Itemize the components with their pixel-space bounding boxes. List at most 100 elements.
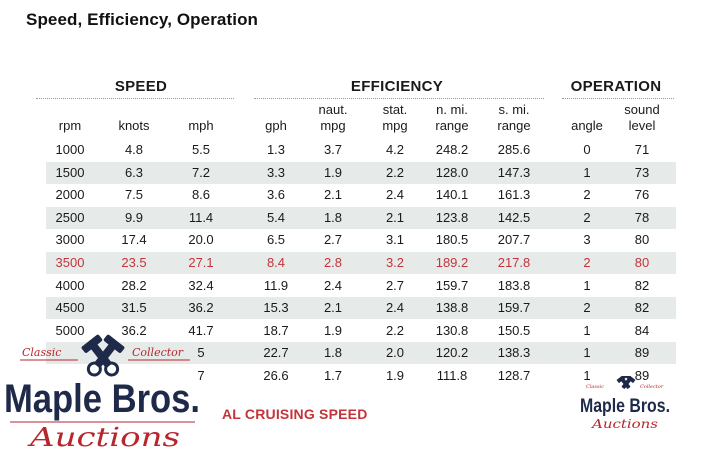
cell-stat-mpg: 2.1 xyxy=(385,209,405,225)
cell-smi-range: 183.8 xyxy=(497,277,531,293)
col-header-mph: mph xyxy=(166,102,236,134)
col-header-angle: angle xyxy=(552,102,622,134)
cell-gph: 15.3 xyxy=(263,300,289,316)
cell-angle: 2 xyxy=(583,187,591,203)
col-header-line1 xyxy=(99,102,169,118)
cell-nmi-range: 189.2 xyxy=(435,255,469,270)
cell-mph: 7.2 xyxy=(191,164,211,180)
cell-stat-mpg: 3.1 xyxy=(385,232,405,248)
logo-small-brand: Maple Bros. xyxy=(580,396,670,417)
footnote: AL CRUISING SPEED xyxy=(222,406,368,422)
col-header-line1 xyxy=(166,102,236,118)
cell-naut-mpg: 1.9 xyxy=(323,164,343,180)
group-divider-operation xyxy=(562,98,674,99)
col-header-smi-range: s. mi. range xyxy=(479,102,549,134)
table-row: 3000 17.4 20.0 6.5 2.7 3.1 180.5 207.7 3 80 xyxy=(46,229,676,251)
cell-naut-mpg: 2.8 xyxy=(323,255,343,270)
cell-rpm: 2000 xyxy=(55,187,85,203)
table-row: 3500 23.5 27.1 8.4 2.8 3.2 189.2 217.8 2 80 xyxy=(46,252,676,274)
cell-gph: 18.7 xyxy=(263,322,289,338)
cell-naut-mpg: 2.1 xyxy=(323,187,343,203)
cell-rpm: 3500 xyxy=(55,255,85,270)
cell-smi-range: 207.7 xyxy=(497,232,531,248)
cell-rpm: 5000 xyxy=(55,322,85,338)
cell-angle: 1 xyxy=(583,345,591,361)
table-row: 5 22.7 1.8 2.0 120.2 138.3 1 89 xyxy=(46,342,676,365)
maple-bros-logo: Classic Collector Maple Bros. Auctions xyxy=(4,334,200,453)
cell-gph: 11.9 xyxy=(263,277,289,293)
col-header-line2: angle xyxy=(571,118,603,133)
logo-small-auctions: Auctions xyxy=(591,417,658,431)
col-header-gph: gph xyxy=(241,102,311,134)
logo-small-collector: Collector xyxy=(640,384,664,390)
cell-mph: 11.4 xyxy=(188,209,214,225)
cell-nmi-range: 123.8 xyxy=(435,209,469,225)
cell-sound-level: 89 xyxy=(634,368,650,383)
col-header-line2: range xyxy=(435,118,469,133)
cell-naut-mpg: 1.8 xyxy=(323,345,343,361)
cell-smi-range: 285.6 xyxy=(497,142,531,157)
cell-nmi-range: 159.7 xyxy=(435,277,469,293)
cell-mph: 8.6 xyxy=(191,187,211,203)
cell-sound-level: 80 xyxy=(634,255,650,270)
logo-auctions: Auctions xyxy=(27,423,180,453)
cell-gph: 22.7 xyxy=(263,345,289,361)
cell-gph: 3.6 xyxy=(266,187,286,203)
cell-stat-mpg: 2.2 xyxy=(385,164,405,180)
cell-stat-mpg: 2.2 xyxy=(385,322,405,338)
cell-sound-level: 89 xyxy=(634,345,650,361)
cell-angle: 1 xyxy=(583,277,591,293)
cell-smi-range: 217.8 xyxy=(497,255,531,270)
crossed-pistons-icon xyxy=(81,334,125,377)
cell-stat-mpg: 3.2 xyxy=(385,255,405,270)
cell-smi-range: 159.7 xyxy=(497,300,531,316)
cell-gph: 5.4 xyxy=(266,209,286,225)
col-header-line2: knots xyxy=(118,118,150,133)
logo-collector: Collector xyxy=(132,346,184,359)
cell-sound-level: 73 xyxy=(634,164,650,180)
cell-gph: 26.6 xyxy=(263,368,289,383)
col-header-line1: stat. xyxy=(382,102,408,117)
cell-angle: 2 xyxy=(583,209,591,225)
cell-angle: 0 xyxy=(583,142,591,157)
logo-classic: Classic xyxy=(22,346,61,359)
cell-naut-mpg: 1.7 xyxy=(323,368,343,383)
col-header-line2: range xyxy=(497,118,531,133)
logo-small-classic: Classic xyxy=(586,384,604,390)
table-row: 4500 31.5 36.2 15.3 2.1 2.4 138.8 159.7 2 82 xyxy=(46,297,676,320)
col-header-naut-mpg: naut. mpg xyxy=(298,102,368,134)
cell-nmi-range: 111.8 xyxy=(436,368,468,383)
group-head-operation: OPERATION xyxy=(570,78,662,95)
col-header-knots: knots xyxy=(99,102,169,134)
col-header-line2: gph xyxy=(265,118,287,133)
cell-nmi-range: 128.0 xyxy=(435,164,469,180)
cell-knots: 7.5 xyxy=(124,187,144,203)
group-head-speed: SPEED xyxy=(114,78,168,95)
col-header-stat-mpg: stat. mpg xyxy=(360,102,430,134)
cell-sound-level: 82 xyxy=(634,277,650,293)
col-header-line1: naut. xyxy=(318,102,348,117)
cell-rpm: 3000 xyxy=(55,232,85,248)
col-header-line1: sound xyxy=(624,102,660,117)
cell-smi-range: 128.7 xyxy=(497,368,531,383)
cell-angle: 1 xyxy=(583,368,591,383)
table-row: 7 26.6 1.7 1.9 111.8 128.7 1 89 xyxy=(46,365,676,387)
cell-angle: 3 xyxy=(583,232,591,248)
cell-angle: 2 xyxy=(583,300,591,316)
cell-smi-range: 142.5 xyxy=(497,209,531,225)
cell-rpm: 1500 xyxy=(55,164,85,180)
cell-nmi-range: 120.2 xyxy=(435,345,469,361)
cell-sound-level: 71 xyxy=(634,142,650,157)
col-header-line1 xyxy=(35,102,105,118)
cell-naut-mpg: 3.7 xyxy=(323,142,343,157)
col-header-nmi-range: n. mi. range xyxy=(417,102,487,134)
cell-knots: 31.5 xyxy=(121,300,147,316)
cell-knots: 17.4 xyxy=(121,232,147,248)
cell-nmi-range: 140.1 xyxy=(435,187,469,203)
cell-sound-level: 80 xyxy=(634,232,650,248)
table-row: 1000 4.8 5.5 1.3 3.7 4.2 248.2 285.6 0 71 xyxy=(46,139,676,161)
cell-smi-range: 161.3 xyxy=(497,187,531,203)
cell-mph: 32.4 xyxy=(188,277,214,293)
crossed-pistons-icon-small xyxy=(616,376,636,389)
cell-knots: 36.2 xyxy=(121,322,147,338)
